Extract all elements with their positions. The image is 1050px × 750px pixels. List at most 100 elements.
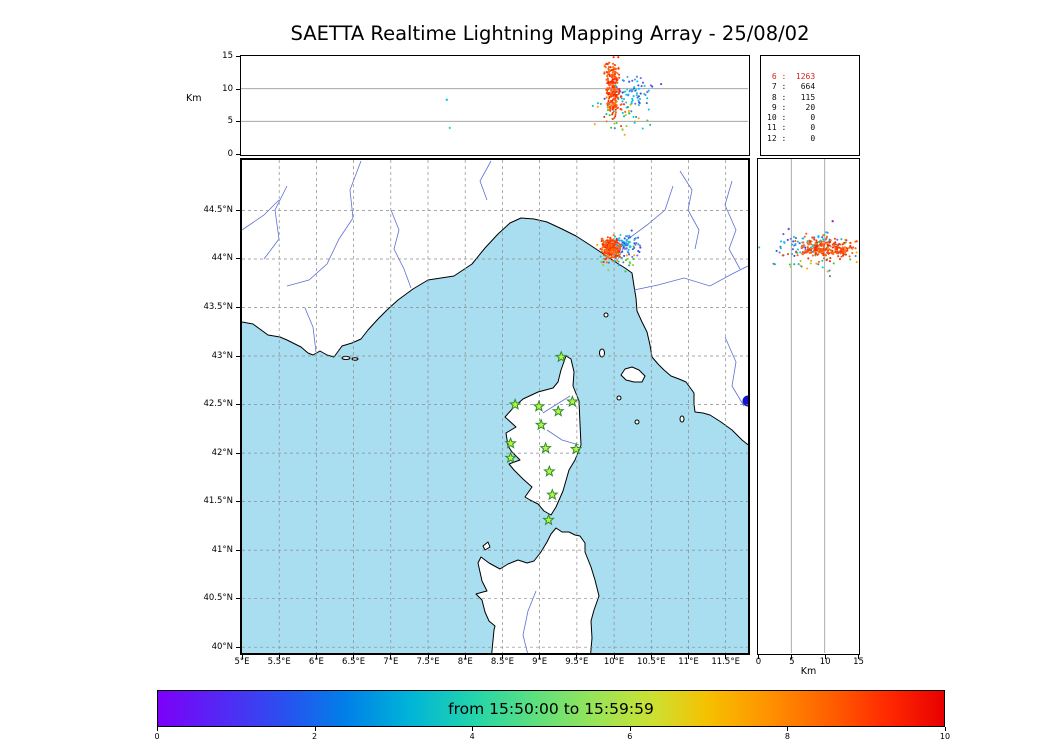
- lightning-point: [841, 249, 844, 252]
- colorbar-tick: [157, 727, 158, 731]
- lat-axis-tick: [236, 598, 240, 600]
- lightning-point: [614, 98, 617, 102]
- island-giglio: [679, 415, 685, 423]
- lightning-point: [758, 246, 761, 249]
- lightning-point: [621, 111, 624, 114]
- lightning-point: [612, 110, 615, 113]
- river: [724, 180, 741, 270]
- lightning-point: [647, 89, 650, 92]
- lightning-point: [796, 240, 799, 243]
- lightning-point: [789, 237, 792, 240]
- lightning-point: [814, 246, 817, 250]
- lightning-point: [612, 85, 615, 88]
- lightning-point: [638, 250, 641, 254]
- lightning-point: [851, 251, 854, 255]
- lightning-point: [807, 246, 810, 249]
- lightning-point: [793, 244, 796, 247]
- count-row-level-11: 11 : 0: [767, 123, 816, 133]
- lightning-point: [626, 243, 629, 246]
- lightning-point: [606, 236, 609, 239]
- lightning-point: [825, 247, 828, 251]
- lightning-point: [794, 240, 797, 243]
- lightning-point: [624, 270, 627, 273]
- top-alt-axis-tick: [236, 56, 240, 57]
- lightning-point: [811, 236, 814, 239]
- river: [304, 307, 317, 353]
- lat-axis-tick: [236, 501, 240, 503]
- lightning-point: [607, 100, 610, 103]
- lightning-point: [811, 254, 814, 257]
- lightning-point: [609, 94, 612, 98]
- lat-tick-label: 42.5°N: [203, 399, 233, 410]
- lightning-point: [614, 111, 617, 114]
- lightning-point: [826, 246, 829, 249]
- lightning-point: [607, 106, 610, 109]
- lightning-point: [633, 121, 636, 124]
- lightning-point: [832, 243, 835, 246]
- lightning-point: [599, 102, 602, 105]
- lightning-point: [603, 65, 606, 68]
- lightning-point: [603, 257, 606, 260]
- lightning-point: [806, 267, 809, 270]
- lat-tick-label: 42°N: [211, 447, 233, 458]
- lightning-point: [617, 260, 620, 263]
- lightning-point: [819, 251, 822, 254]
- lightning-point: [610, 126, 613, 129]
- lightning-point: [617, 242, 620, 245]
- lightning-point: [831, 252, 834, 255]
- lightning-point: [622, 103, 626, 106]
- figure-title: SAETTA Realtime Lightning Mapping Array …: [290, 22, 810, 45]
- lightning-point: [610, 104, 613, 107]
- river: [286, 160, 362, 287]
- lightning-point: [613, 78, 616, 81]
- lightning-point: [804, 249, 807, 252]
- lightning-point: [817, 235, 820, 238]
- lightning-point: [834, 245, 838, 248]
- lightning-point: [616, 241, 619, 244]
- lon-tick-label: 9°E: [532, 657, 548, 667]
- lightning-point: [840, 238, 843, 241]
- colorbar-tick: [787, 727, 789, 731]
- lightning-point: [609, 89, 612, 92]
- lightning-point: [827, 252, 831, 255]
- map-canvas: [242, 160, 748, 653]
- lightning-point: [614, 115, 617, 118]
- lightning-point: [647, 108, 650, 111]
- lightning-point: [632, 115, 635, 118]
- lightning-point: [828, 260, 831, 263]
- lightning-point: [618, 76, 621, 79]
- lightning-point: [660, 83, 663, 86]
- lightning-point: [615, 78, 618, 81]
- lightning-point: [831, 249, 834, 253]
- lightning-point: [845, 239, 848, 242]
- lightning-point: [801, 251, 804, 254]
- lightning-point: [608, 244, 611, 247]
- lightning-point: [846, 247, 849, 250]
- lightning-point: [634, 102, 637, 105]
- lightning-point: [806, 241, 809, 244]
- lightning-point: [605, 113, 608, 116]
- lat-tick-label: 44.5°N: [203, 204, 233, 215]
- lightning-point: [616, 87, 619, 90]
- lightning-point: [829, 257, 832, 260]
- river: [522, 590, 537, 653]
- lightning-point: [626, 75, 629, 78]
- river: [546, 429, 580, 446]
- lightning-point: [799, 259, 802, 262]
- lightning-point: [615, 121, 618, 125]
- lightning-point: [610, 255, 614, 258]
- lon-tick-label: 7°E: [383, 657, 399, 667]
- lightning-point: [613, 116, 616, 119]
- lightning-point: [805, 232, 808, 235]
- lightning-point: [804, 251, 807, 254]
- river: [679, 170, 700, 250]
- lightning-point: [614, 102, 617, 105]
- colorbar-tick-label: 6: [627, 732, 633, 741]
- lightning-point: [610, 75, 613, 78]
- lightning-point: [649, 84, 652, 87]
- lightning-point: [841, 243, 844, 246]
- lightning-point: [621, 250, 624, 253]
- lightning-point: [612, 234, 615, 237]
- lightning-point: [849, 245, 852, 248]
- lightning-point: [607, 71, 610, 74]
